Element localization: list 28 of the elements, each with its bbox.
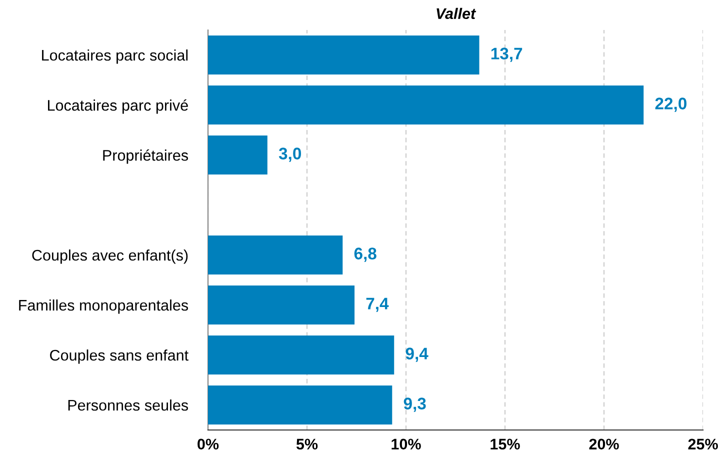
- bar: [208, 286, 355, 324]
- y-tick-label: Familles monoparentales: [19, 299, 188, 314]
- data-label: 7,4: [366, 298, 389, 312]
- data-label: 6,8: [354, 248, 376, 262]
- chart-title: Vallet: [436, 8, 476, 20]
- data-label: 22,0: [655, 98, 686, 112]
- x-tick-label: 25%: [688, 438, 718, 450]
- y-tick-label: Couples sans enfant: [50, 349, 188, 364]
- y-tick-label: Personnes seules: [68, 399, 188, 411]
- bar: [208, 86, 644, 124]
- bar: [208, 136, 268, 174]
- data-label: 3,0: [278, 148, 301, 162]
- data-label: 9,3: [404, 398, 426, 412]
- bar: [208, 386, 392, 424]
- y-tick-label: Locataires parc privé: [48, 99, 188, 114]
- data-label: 9,4: [406, 348, 428, 362]
- y-tick-label: Locataires parc social: [42, 49, 188, 64]
- x-tick-label: 0%: [198, 438, 219, 450]
- y-tick-label: Couples avec enfant(s): [32, 249, 188, 264]
- x-tick-label: 10%: [392, 438, 421, 450]
- bar: [208, 336, 394, 374]
- bar: [208, 236, 343, 274]
- x-tick-label: 5%: [296, 438, 318, 450]
- bar: [208, 36, 480, 74]
- data-label: 13,7: [491, 48, 522, 62]
- y-tick-label: Propriétaires: [103, 149, 188, 164]
- x-tick-label: 20%: [589, 438, 619, 450]
- x-tick-label: 15%: [490, 438, 520, 450]
